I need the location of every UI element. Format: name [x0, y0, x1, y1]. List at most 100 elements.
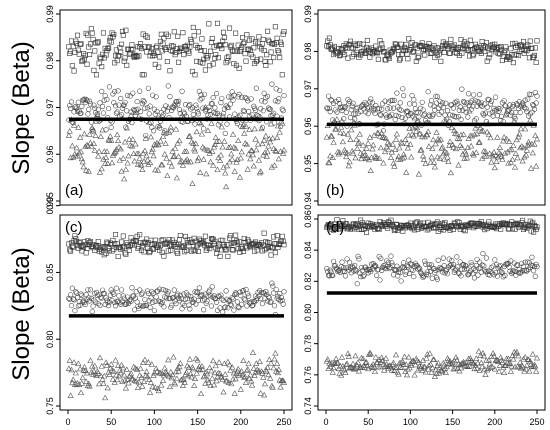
data-point-square — [169, 43, 175, 49]
y-tick-label: 0.95 — [45, 192, 55, 210]
data-point-square — [268, 252, 274, 258]
data-point-square — [224, 55, 230, 61]
data-point-triangle — [203, 370, 211, 377]
data-point-triangle — [325, 365, 332, 371]
data-point-triangle — [260, 152, 267, 158]
data-point-triangle — [406, 125, 413, 131]
data-point-triangle — [500, 369, 508, 376]
data-point-triangle — [188, 373, 195, 380]
data-point-triangle — [79, 158, 86, 165]
data-point-triangle — [191, 147, 199, 154]
data-point-circle — [163, 130, 170, 137]
data-point-triangle — [261, 149, 269, 155]
data-point-triangle — [513, 348, 520, 355]
data-point-triangle — [532, 362, 539, 369]
data-point-square — [191, 235, 197, 241]
data-point-circle — [344, 256, 350, 262]
data-point-square — [400, 228, 406, 234]
data-point-triangle — [235, 365, 242, 372]
data-point-circle — [259, 124, 266, 131]
data-point-square — [123, 27, 129, 33]
data-point-square — [478, 219, 484, 225]
data-point-square — [479, 39, 485, 45]
data-point-circle — [112, 88, 118, 95]
data-point-square — [324, 224, 330, 230]
data-point-circle — [354, 104, 360, 111]
data-point-circle — [375, 266, 381, 273]
data-point-square — [271, 41, 277, 47]
data-point-triangle — [108, 159, 116, 166]
data-point-circle — [99, 103, 106, 110]
data-point-square — [129, 242, 135, 248]
data-point-triangle — [378, 129, 385, 136]
data-point-triangle — [360, 142, 367, 148]
data-point-square — [72, 233, 78, 239]
data-point-triangle — [527, 116, 534, 123]
data-point-square — [92, 48, 98, 54]
data-point-triangle — [496, 144, 503, 150]
data-point-triangle — [404, 366, 411, 372]
data-point-triangle — [206, 364, 213, 371]
data-point-triangle — [443, 363, 450, 370]
data-point-triangle — [422, 368, 429, 375]
data-point-square — [279, 72, 285, 78]
data-point-circle — [147, 103, 153, 109]
data-point-triangle — [248, 147, 255, 153]
data-point-triangle — [226, 361, 233, 368]
data-point-triangle — [151, 369, 158, 376]
data-point-square — [234, 48, 240, 54]
data-point-square — [394, 44, 400, 50]
y-tick-label: 0.95 — [303, 155, 313, 173]
data-point-circle — [105, 299, 111, 305]
data-point-circle — [403, 269, 409, 275]
panel-1: 0.940.950.960.970.980.99(b) — [303, 5, 546, 210]
data-point-square — [119, 239, 125, 245]
data-point-circle — [281, 289, 287, 295]
data-point-triangle — [140, 359, 147, 365]
data-point-square — [438, 226, 444, 232]
data-point-square — [262, 58, 268, 64]
data-point-circle — [190, 299, 196, 305]
data-point-square — [403, 41, 409, 47]
data-point-circle — [185, 292, 191, 298]
data-point-triangle — [236, 173, 244, 180]
data-point-circle — [171, 102, 177, 108]
data-point-triangle — [132, 140, 139, 147]
data-point-circle — [358, 264, 365, 271]
data-point-square — [362, 51, 368, 57]
data-point-square — [492, 41, 498, 47]
data-point-square — [200, 60, 206, 66]
data-point-triangle — [113, 371, 120, 378]
data-point-triangle — [329, 369, 336, 375]
data-point-square — [451, 220, 457, 226]
data-point-triangle — [342, 369, 349, 375]
data-point-circle — [179, 88, 185, 94]
data-point-circle — [209, 284, 215, 290]
data-point-square — [189, 39, 195, 45]
data-point-square — [383, 57, 389, 63]
data-point-circle — [84, 97, 90, 104]
data-point-triangle — [374, 359, 381, 365]
data-point-triangle — [251, 125, 258, 132]
data-point-square — [83, 30, 89, 36]
data-point-circle — [273, 286, 279, 293]
data-point-square — [502, 47, 508, 53]
data-point-square — [386, 55, 392, 61]
series-square — [324, 35, 540, 66]
data-point-triangle — [77, 148, 85, 155]
data-point-triangle — [517, 364, 525, 371]
data-point-circle — [101, 290, 107, 297]
data-point-circle — [153, 294, 159, 300]
data-point-circle — [467, 99, 473, 105]
data-point-triangle — [114, 362, 122, 368]
data-point-triangle — [527, 165, 535, 171]
data-point-triangle — [265, 371, 272, 378]
data-point-triangle — [215, 369, 222, 376]
data-point-square — [252, 248, 258, 254]
data-point-square — [96, 248, 102, 254]
data-point-square — [467, 37, 473, 43]
data-point-triangle — [122, 385, 130, 391]
data-point-square — [274, 233, 280, 239]
data-point-square — [84, 61, 90, 67]
data-point-square — [138, 41, 144, 47]
